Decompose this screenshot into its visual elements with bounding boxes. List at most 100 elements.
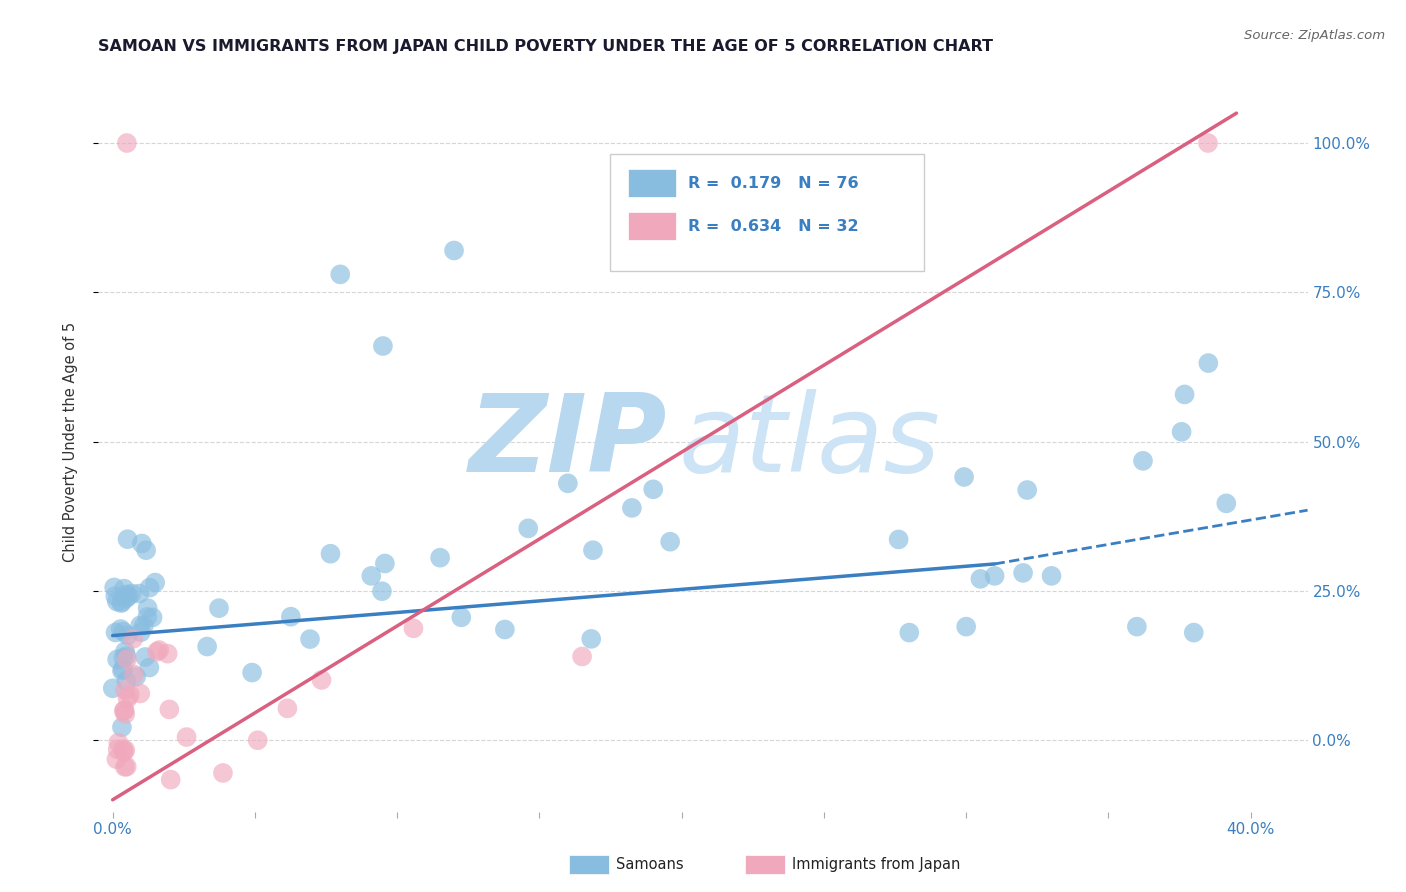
FancyBboxPatch shape [610,154,924,271]
Y-axis label: Child Poverty Under the Age of 5: Child Poverty Under the Age of 5 [63,321,77,562]
Point [128,586,150,600]
Point [280,609,302,624]
Point [571,649,593,664]
Point [319,547,342,561]
Point [115,591,138,606]
Point [129,686,152,700]
Point [115,136,138,150]
Point [557,476,579,491]
Point [643,483,665,497]
Point [208,601,231,615]
Point [114,760,136,774]
Point [311,673,333,687]
Point [112,745,135,759]
Text: SAMOAN VS IMMIGRANTS FROM JAPAN CHILD POVERTY UNDER THE AGE OF 5 CORRELATION CHA: SAMOAN VS IMMIGRANTS FROM JAPAN CHILD PO… [98,38,994,54]
Point [122,632,145,646]
Point [114,743,136,757]
Point [1170,425,1192,439]
Point [114,644,136,658]
Point [114,703,136,717]
Point [983,569,1005,583]
Point [115,649,138,664]
Point [620,500,643,515]
Point [443,244,465,258]
Point [371,339,394,353]
Point [131,536,153,550]
Point [148,643,170,657]
Point [134,650,156,665]
Point [659,534,682,549]
Point [110,596,132,610]
Point [132,618,155,632]
Point [117,628,139,642]
Point [103,581,125,595]
Point [105,594,128,608]
Point [1017,483,1039,497]
Point [1197,136,1219,150]
Point [117,691,139,706]
Point [129,618,152,632]
Point [111,662,134,676]
Point [898,625,921,640]
Point [112,624,135,639]
Point [104,589,127,603]
Point [118,688,141,702]
Point [429,550,451,565]
Point [136,601,159,615]
Point [1012,566,1035,580]
Point [212,766,235,780]
Point [494,623,516,637]
Point [1215,496,1237,510]
Point [374,557,396,571]
Point [276,701,298,715]
Point [135,543,157,558]
Point [517,521,540,535]
Point [107,742,129,756]
Point [246,733,269,747]
Point [111,595,134,609]
Text: R =  0.634   N = 32: R = 0.634 N = 32 [689,219,859,234]
Text: Source: ZipAtlas.com: Source: ZipAtlas.com [1244,29,1385,43]
Point [107,735,129,749]
Point [111,720,134,734]
Point [1174,387,1197,401]
Point [450,610,472,624]
Point [142,610,165,624]
Point [1182,625,1205,640]
Point [157,702,180,716]
Point [114,683,136,698]
Point [1126,620,1149,634]
Point [101,681,124,696]
Point [112,742,135,756]
Point [138,660,160,674]
Point [105,652,128,666]
Text: R =  0.179   N = 76: R = 0.179 N = 76 [689,176,859,191]
FancyBboxPatch shape [628,212,676,240]
Point [129,625,152,640]
Point [887,533,910,547]
Point [114,706,136,721]
Point [111,664,134,678]
Point [121,586,143,600]
Point [112,651,135,665]
Point [115,759,138,773]
Point [125,670,148,684]
Point [969,572,991,586]
Point [240,665,263,680]
Point [138,581,160,595]
Point [360,569,382,583]
Point [143,575,166,590]
Point [159,772,181,787]
Point [112,582,135,596]
Point [1040,569,1063,583]
Point [1132,454,1154,468]
Point [371,584,394,599]
Point [110,622,132,636]
Point [115,652,138,666]
Point [105,752,128,766]
Point [146,645,169,659]
Point [582,543,605,558]
Point [136,610,159,624]
Text: atlas: atlas [679,389,941,494]
Text: Samoans: Samoans [616,857,683,871]
